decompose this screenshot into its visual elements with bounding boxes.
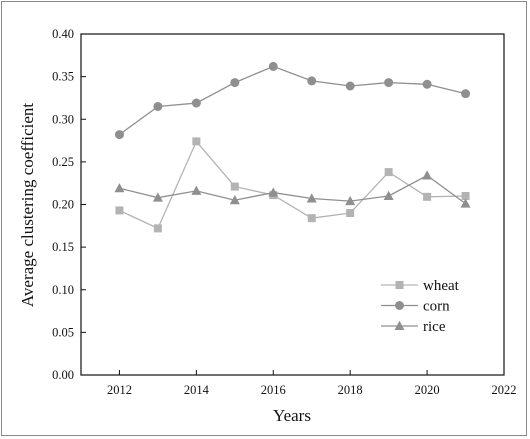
legend-marker-wheat [395,281,404,289]
data-point-wheat [461,191,470,200]
series-line-rice [119,174,466,205]
legend-label: rice [423,319,446,335]
data-point-wheat [192,137,201,146]
y-axis-title: Average clustering coefficient [18,103,37,307]
x-tick-label: 2020 [415,383,440,397]
data-point-wheat [115,206,124,215]
data-point-wheat [423,192,432,201]
data-point-corn [268,61,278,71]
y-tick-label: 0.05 [52,325,74,339]
y-tick-label: 0.15 [52,240,74,254]
data-point-rice [114,183,125,193]
data-point-corn [345,81,355,91]
x-tick-label: 2014 [184,383,210,397]
legend-label: wheat [423,278,460,294]
y-tick-label: 0.25 [52,155,74,169]
data-point-corn [230,78,240,88]
data-point-wheat [346,209,355,218]
data-point-wheat [384,168,393,177]
legend-item-corn: corn [381,299,450,315]
x-axis-title: Years [273,406,311,425]
data-point-corn [384,78,394,88]
data-point-rice [152,192,163,202]
legend: wheat corn rice [381,278,460,335]
data-point-corn [114,130,124,140]
legend-item-rice: rice [381,319,446,335]
data-point-rice [306,193,317,203]
legend-marker-corn [395,301,404,310]
y-tick-label: 0.30 [52,112,74,126]
data-point-wheat [153,224,162,233]
x-tick-label: 2012 [107,383,132,397]
data-point-corn [153,101,163,111]
y-tick-label: 0.00 [52,368,74,382]
series-corn [114,61,471,140]
data-point-rice [422,170,433,180]
data-point-rice [383,190,394,200]
data-point-corn [191,98,201,108]
data-point-corn [307,76,317,86]
data-point-wheat [230,182,239,191]
data-point-corn [422,79,432,89]
data-point-rice [460,198,471,208]
data-point-rice [191,185,202,195]
series-line-corn [119,65,466,136]
data-point-corn [461,89,471,99]
x-tick-label: 2018 [338,383,363,397]
x-tick-label: 2016 [261,383,286,397]
legend-label: corn [423,299,450,315]
legend-item-wheat: wheat [381,278,460,294]
x-tick-label: 2022 [492,383,517,397]
series-wheat [115,137,470,233]
data-point-rice [345,195,356,206]
axis-ticks: 0.00 0.05 0.10 0.15 0.20 0.25 0.30 0.35 0.40 2012… [52,27,516,397]
series-rice [114,170,471,208]
series-layer [114,61,471,233]
y-tick-label: 0.20 [52,198,74,212]
y-tick-label: 0.35 [52,70,74,84]
y-tick-label: 0.40 [52,27,74,41]
data-point-wheat [307,214,316,223]
data-point-rice [268,187,279,197]
data-point-rice [229,195,240,205]
y-tick-label: 0.10 [52,283,74,297]
series-line-wheat [119,140,466,230]
legend-marker-rice [394,320,405,330]
